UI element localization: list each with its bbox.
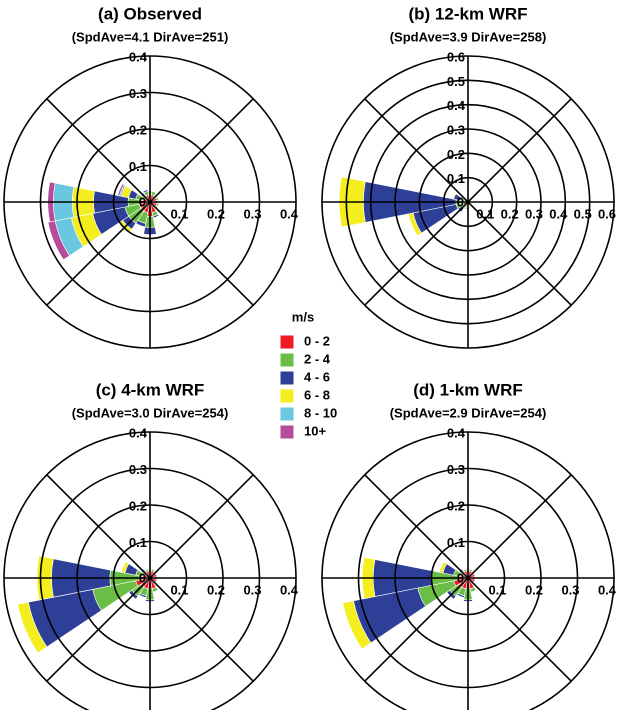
rose-segment xyxy=(342,602,363,650)
legend-label: 4 - 6 xyxy=(304,369,330,384)
r-tick-label: 0.6 xyxy=(447,49,465,64)
r-tick-label: 0.1 xyxy=(170,582,188,597)
r-tick-label: 0.2 xyxy=(207,206,225,221)
ring xyxy=(345,79,591,325)
rose-segment xyxy=(361,557,365,599)
r-tick-label: 0.1 xyxy=(447,535,465,550)
chart-title: (a) Observed xyxy=(98,4,202,23)
ring xyxy=(39,467,261,689)
spoke xyxy=(46,98,254,306)
chart-title: (d) 1-km WRF xyxy=(413,380,523,399)
r-tick-label: 0.1 xyxy=(447,171,465,186)
chart-subtitle: (SpdAve=4.1 DirAve=251) xyxy=(72,29,229,44)
rose-segment xyxy=(338,176,342,228)
r-tick-label: 0.4 xyxy=(447,425,466,440)
ring xyxy=(430,540,506,616)
legend-swatch xyxy=(279,406,295,422)
ring xyxy=(3,55,297,349)
r-tick-label: 0.4 xyxy=(598,582,617,597)
legend-label: 10+ xyxy=(304,423,326,438)
r-tick-label: 0.2 xyxy=(207,582,225,597)
legend-swatch xyxy=(279,388,295,404)
r-tick-label: 0.4 xyxy=(280,582,299,597)
r-tick-label: 0.3 xyxy=(243,206,261,221)
ring xyxy=(112,540,188,616)
r-tick-label: 0.4 xyxy=(129,425,148,440)
r-tick-label: 0.3 xyxy=(129,86,147,101)
chart-subtitle: (SpdAve=3.9 DirAve=258) xyxy=(390,29,547,44)
legend-label: 6 - 8 xyxy=(304,387,330,402)
ring xyxy=(76,504,224,652)
chart-subtitle: (SpdAve=2.9 DirAve=254) xyxy=(390,405,547,420)
ring xyxy=(39,91,261,313)
legend-swatch xyxy=(279,424,295,440)
legend-label: 0 - 2 xyxy=(304,333,330,348)
rose-segment xyxy=(36,555,40,601)
r-tick-label: 0.1 xyxy=(129,159,147,174)
r-tick-label: 0.4 xyxy=(549,206,568,221)
r-tick-label: 0.2 xyxy=(129,122,147,137)
spoke xyxy=(46,474,254,682)
r-tick-label: 0 xyxy=(457,194,464,209)
rose-segment xyxy=(47,220,70,261)
r-tick-label: 0.1 xyxy=(488,582,506,597)
rose-segment xyxy=(17,604,38,654)
r-tick-label: 0.3 xyxy=(129,462,147,477)
legend-label: 8 - 10 xyxy=(304,405,337,420)
rose-segment xyxy=(452,193,456,199)
r-tick-label: 0.5 xyxy=(447,74,465,89)
r-tick-label: 0.1 xyxy=(129,535,147,550)
ring xyxy=(357,467,579,689)
spoke xyxy=(364,474,572,682)
r-tick-label: 0.2 xyxy=(501,206,519,221)
legend-swatch xyxy=(279,370,295,386)
ring xyxy=(418,152,518,252)
r-tick-label: 0.2 xyxy=(447,498,465,513)
ring xyxy=(442,176,494,228)
legend-label: 2 - 4 xyxy=(304,351,331,366)
legend-title: m/s xyxy=(292,309,314,324)
r-tick-label: 0.5 xyxy=(574,206,592,221)
ring xyxy=(76,128,224,276)
ring xyxy=(394,128,542,276)
r-tick-label: 0.3 xyxy=(447,462,465,477)
legend-swatch xyxy=(279,352,295,368)
r-tick-label: 0.4 xyxy=(280,206,299,221)
rose-segment xyxy=(117,183,125,197)
r-tick-label: 0.4 xyxy=(129,49,148,64)
legend-swatch xyxy=(279,334,295,350)
r-tick-label: 0 xyxy=(457,570,464,585)
r-tick-label: 0.4 xyxy=(447,98,466,113)
r-tick-label: 0.3 xyxy=(243,582,261,597)
chart-subtitle: (SpdAve=3.0 DirAve=254) xyxy=(72,405,229,420)
r-tick-label: 0.1 xyxy=(170,206,188,221)
ring xyxy=(3,431,297,710)
r-tick-label: 0.3 xyxy=(561,582,579,597)
r-tick-label: 0.1 xyxy=(476,206,494,221)
r-tick-label: 0.3 xyxy=(447,122,465,137)
r-tick-label: 0 xyxy=(139,194,146,209)
rose-segment xyxy=(152,190,157,194)
chart-title: (b) 12-km WRF xyxy=(409,4,528,23)
r-tick-label: 0.2 xyxy=(129,498,147,513)
ring xyxy=(112,164,188,240)
r-tick-label: 0 xyxy=(139,570,146,585)
r-tick-label: 0.6 xyxy=(598,206,616,221)
ring xyxy=(321,431,615,710)
ring xyxy=(369,103,567,301)
r-tick-label: 0.2 xyxy=(525,582,543,597)
ring xyxy=(394,504,542,652)
r-tick-label: 0.2 xyxy=(447,147,465,162)
chart-title: (c) 4-km WRF xyxy=(96,380,205,399)
r-tick-label: 0.3 xyxy=(525,206,543,221)
ring xyxy=(321,55,615,349)
